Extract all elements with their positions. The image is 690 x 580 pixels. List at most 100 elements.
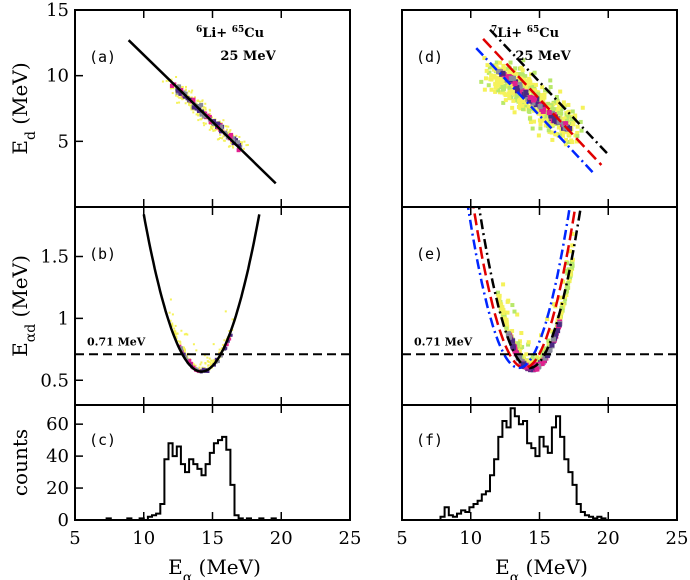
density-point: [194, 367, 198, 371]
scatter-point: [243, 140, 246, 143]
scatter-point: [171, 92, 174, 95]
x-axis-title-unit: (MeV): [192, 555, 261, 579]
density-point: [208, 120, 213, 125]
scatter-point: [497, 302, 502, 307]
scatter-point: [219, 133, 222, 136]
scatter-point: [524, 352, 529, 357]
y-tick-label: 10: [46, 66, 69, 87]
series-line-red: [472, 207, 577, 370]
scatter-point: [482, 87, 487, 92]
scatter-point: [228, 130, 231, 133]
scatter-point: [545, 120, 550, 125]
density-point: [544, 353, 550, 359]
density-point: [544, 350, 550, 356]
x-axis-title-subscript: α: [510, 570, 520, 580]
scatter-point: [564, 119, 569, 124]
scatter-point: [570, 257, 575, 262]
plot-area: [75, 214, 350, 374]
scatter-point: [489, 87, 494, 92]
scatter-point: [560, 133, 565, 138]
scatter-point: [499, 307, 504, 312]
plot-area: [102, 435, 284, 520]
density-point: [549, 342, 555, 348]
scatter-point: [565, 271, 570, 276]
scatter-point: [530, 353, 535, 358]
scatter-point: [571, 122, 576, 127]
scatter-point: [492, 73, 497, 78]
scatter-point: [507, 69, 512, 74]
scatter-point: [565, 114, 570, 119]
density-point: [169, 83, 174, 88]
scatter-point: [184, 85, 187, 88]
density-point: [509, 341, 515, 347]
scatter-point: [200, 117, 203, 120]
scatter-point: [526, 109, 531, 114]
scatter-point: [516, 72, 521, 77]
scatter-point: [515, 312, 520, 317]
scatter-point: [507, 96, 512, 101]
scatter-point: [489, 77, 494, 82]
scatter-point: [180, 95, 183, 98]
density-point: [196, 103, 201, 108]
panel-label: (d): [416, 48, 443, 66]
scatter-point: [482, 56, 487, 61]
scatter-point: [173, 332, 176, 335]
scatter-point: [197, 119, 200, 122]
y-tick-label: 0: [58, 510, 69, 531]
scatter-point: [554, 94, 559, 99]
series-line-parabola: [142, 214, 261, 373]
density-point: [514, 85, 520, 91]
density-point: [542, 355, 548, 361]
scatter-point: [212, 343, 215, 346]
scatter-point: [195, 113, 198, 116]
scatter-point: [551, 302, 556, 307]
scatter-point: [203, 109, 206, 112]
scatter-point: [510, 105, 515, 110]
scatter-point: [548, 78, 553, 83]
scatter-point: [545, 118, 550, 123]
reaction-isotope-b: 65: [527, 25, 540, 35]
x-axis-title: Eα (MeV): [168, 555, 261, 580]
scatter-point: [514, 72, 519, 77]
panel-frame: [401, 404, 678, 521]
scatter-point: [204, 362, 207, 365]
scatter-point: [514, 98, 519, 103]
scatter-point: [491, 67, 496, 72]
scatter-point: [575, 130, 580, 135]
scatter-point: [197, 114, 200, 117]
scatter-point: [206, 356, 209, 359]
x-axis-title-symbol: E: [495, 555, 510, 579]
scatter-point: [171, 322, 174, 325]
scatter-point: [566, 110, 571, 115]
reaction-energy-label: 25 MeV: [220, 49, 276, 64]
scatter-point: [556, 106, 561, 111]
scatter-point: [222, 343, 225, 346]
scatter-point: [501, 65, 506, 70]
scatter-point: [239, 141, 242, 144]
panel-label: (b): [89, 245, 116, 263]
histogram-line: [102, 435, 284, 520]
scatter-point: [528, 120, 533, 125]
scatter-point: [217, 137, 220, 140]
scatter-point: [230, 141, 233, 144]
density-point: [228, 337, 232, 341]
scatter-point: [223, 339, 226, 342]
x-tick-label: 10: [132, 528, 155, 549]
panel-label: (c): [89, 431, 116, 449]
scatter-point: [204, 106, 207, 109]
plot-area: [402, 207, 677, 373]
scatter-point: [557, 133, 562, 138]
y-axis-title-symbol: E: [8, 140, 32, 155]
scatter-point: [182, 346, 185, 349]
x-axis-title-subscript: α: [183, 570, 193, 580]
density-point: [552, 118, 558, 124]
x-tick-label: 10: [459, 528, 482, 549]
scatter-point: [212, 125, 215, 128]
scatter-point: [530, 82, 535, 87]
density-point: [237, 142, 242, 147]
scatter-point: [210, 127, 213, 130]
scatter-point: [565, 269, 570, 274]
scatter-point: [568, 272, 573, 277]
scatter-point: [497, 77, 502, 82]
